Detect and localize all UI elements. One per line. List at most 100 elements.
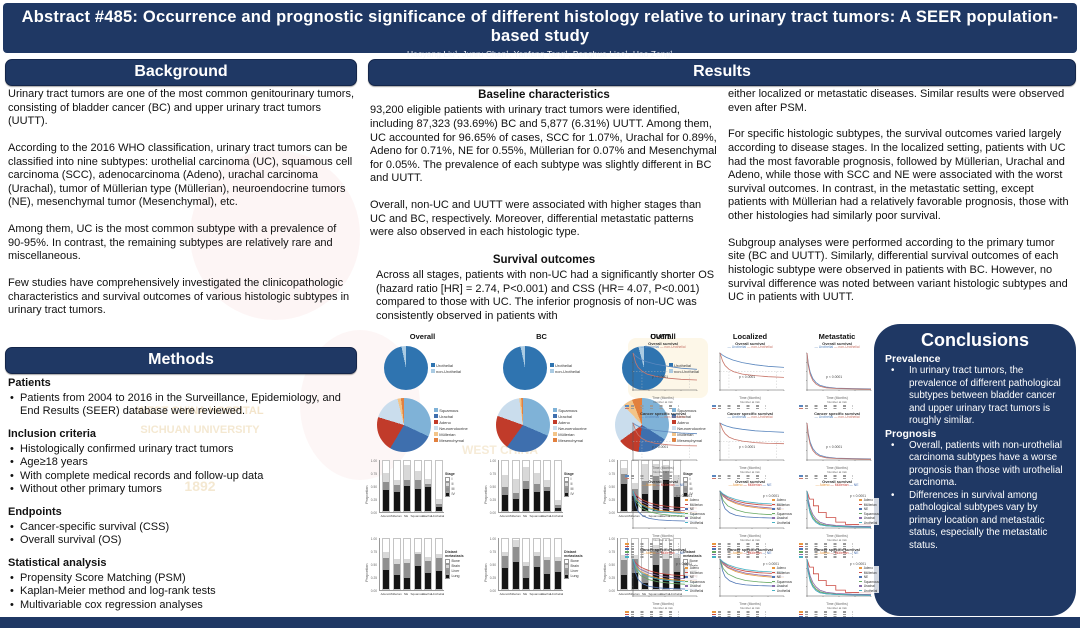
methods-group: Statistical analysis Propensity Score Ma… (8, 557, 355, 613)
risk-series-dash (625, 475, 629, 477)
legend-chip (685, 580, 689, 583)
km-plot-polyline (806, 491, 872, 528)
km-subtitle: — Adeno — Müllerian — NE — Squamous — Ur… (795, 484, 879, 488)
risk-row (799, 477, 875, 480)
legend-item: non-Urothelial (431, 369, 461, 374)
risk-series-dash (625, 553, 629, 556)
legend-item: NE (772, 575, 792, 579)
conclusions-bullet: Overall, patients with non-urothelial ca… (885, 440, 1065, 490)
legend-label: NE (689, 507, 695, 511)
legend-item: III (564, 486, 574, 492)
bar-segment (544, 491, 550, 511)
risk-values (718, 543, 766, 545)
risk-row (625, 405, 701, 407)
stacked-bar (532, 460, 541, 512)
risk-series-dash (625, 545, 629, 548)
km-plot-text: p < 0.0001 (676, 494, 692, 498)
bar-segment (523, 565, 529, 578)
bar-segment (512, 498, 519, 511)
bar-segment (414, 554, 421, 566)
x-tick-label: Adeno (499, 514, 509, 518)
x-tick-label: Adeno (618, 592, 628, 596)
bar-segment (621, 473, 627, 484)
legend-item: Müllerian (772, 503, 792, 507)
legend-label: IV (570, 492, 574, 496)
legend-item: Bone (445, 558, 475, 564)
bar-segment (544, 556, 550, 560)
legend-chip (683, 486, 688, 492)
legend-label: Müllerian (863, 570, 877, 575)
km-risk-table (621, 405, 705, 410)
bar-segment (383, 482, 389, 490)
methods-bullet: Propensity Score Matching (PSM) (8, 572, 355, 586)
legend-label: Urothelial (689, 588, 704, 593)
x-tick-label: Squamous (410, 514, 425, 518)
x-tick-label: Urachal (659, 514, 671, 518)
km-title: Overall survival (822, 341, 852, 346)
km-plot-polyline (632, 491, 698, 518)
bar-segment (631, 488, 638, 496)
bar-segment (533, 473, 540, 484)
km-cell: Overall survival — Urothelial — non-Uroth… (708, 341, 792, 410)
subtype-pie-legend: Squamous Urachal Adeno Neuroendocrine Müller… (672, 408, 706, 443)
legend-chip (683, 481, 688, 487)
km-plot-polyline (719, 490, 785, 516)
legend-item: IV (683, 491, 693, 497)
risk-row (712, 548, 788, 550)
legend-label: Müllerian (863, 502, 877, 507)
km-risk-caption: Number at risk (827, 538, 847, 543)
km-subtitle-series: — NE (848, 551, 859, 556)
km-curve-legend: Adeno Müllerian NE Squamous Urachal Urothelia… (859, 566, 879, 593)
legend-chip (672, 426, 676, 430)
uc-pie-legend: Urothelial non-Urothelial (431, 363, 461, 374)
km-risk-table (795, 405, 879, 410)
stacked-bar (434, 538, 443, 590)
legend-item: Müllerian (859, 503, 879, 507)
risk-values (805, 550, 853, 553)
km-risk-caption: Number at risk (740, 606, 760, 611)
bar-segment (404, 563, 410, 578)
risk-values (805, 543, 853, 545)
bar-segment (425, 487, 431, 511)
legend-chip (772, 567, 776, 569)
spacer (482, 526, 601, 534)
x-tick-label: Urothelial (431, 592, 445, 596)
legend-chip (564, 486, 569, 492)
stacked-bar (424, 460, 432, 512)
legend-chip (669, 369, 673, 373)
legend-title: Distant metastasis (683, 550, 702, 558)
legend-chip (685, 517, 689, 519)
legend-chip (564, 481, 569, 487)
y-tick-label: 0.75 (489, 471, 496, 476)
legend-chip (445, 486, 450, 492)
bar-segment (673, 497, 680, 511)
stacked-bar (392, 538, 401, 590)
legend-label: Adeno (776, 498, 786, 502)
uc-pie-chart (622, 346, 667, 390)
km-plot: p < 0.0001 (806, 558, 872, 598)
legend-chip (772, 499, 776, 501)
results-middle-column: Baseline characteristics 93,200 eligible… (370, 88, 718, 324)
legend-label: Squamous (863, 579, 879, 584)
stage-bar-chart-legend: Stage I II III IV (564, 472, 574, 497)
km-plot-polyline (632, 352, 698, 370)
bar-segment (554, 556, 561, 561)
bar-segment (393, 575, 400, 589)
km-x-axis-label: Time (Months) (739, 534, 761, 539)
stacked-bar (630, 460, 639, 512)
risk-series-dash (625, 405, 629, 407)
legend-item: Adeno (553, 420, 586, 425)
risk-series-dash (625, 548, 629, 550)
legend-chip (445, 563, 450, 569)
legend-label: Urothelial (555, 362, 572, 368)
risk-row (712, 407, 788, 410)
risk-series-dash (712, 553, 716, 556)
legend-chip (685, 521, 689, 524)
legend-label: Liver (570, 569, 579, 573)
km-plot: p < 0.0001 (719, 422, 785, 462)
km-cell: Cancer specific survival — Adeno — Müller… (795, 547, 879, 626)
bar-segment (512, 492, 519, 499)
legend-item: Adeno (434, 420, 467, 425)
legend-label: Müllerian (776, 502, 790, 507)
risk-row (799, 407, 875, 410)
